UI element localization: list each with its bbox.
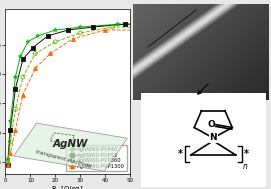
Point xyxy=(78,26,82,29)
Point xyxy=(8,128,12,131)
Point xyxy=(13,108,18,111)
Text: O: O xyxy=(208,120,215,129)
Point xyxy=(111,26,115,29)
Text: *: * xyxy=(244,149,249,159)
Point xyxy=(6,161,10,164)
Point xyxy=(6,163,10,167)
Point xyxy=(13,75,18,78)
Text: transparent electrode: transparent electrode xyxy=(35,149,92,169)
Point xyxy=(33,52,37,55)
Point xyxy=(26,40,30,43)
Point xyxy=(103,29,107,32)
Point xyxy=(21,75,25,78)
Point xyxy=(48,52,53,55)
Point xyxy=(13,87,18,90)
Point xyxy=(8,119,12,122)
Point xyxy=(8,152,12,155)
Text: n: n xyxy=(243,162,248,171)
Point xyxy=(91,26,95,29)
Point xyxy=(33,67,37,70)
Text: N: N xyxy=(209,133,217,143)
Point xyxy=(21,58,25,61)
Point xyxy=(6,158,10,161)
Point xyxy=(6,163,10,167)
Text: AgNW: AgNW xyxy=(53,139,88,149)
Point xyxy=(13,128,18,131)
Point xyxy=(8,140,12,143)
FancyBboxPatch shape xyxy=(138,91,268,189)
Legend: AgNW60-PVP40, AgNW60-PVP55, AgNW60-PVP360, AgNW60-PVP1300: AgNW60-PVP40, AgNW60-PVP55, AgNW60-PVP36… xyxy=(66,145,127,171)
Point xyxy=(18,55,22,58)
Point xyxy=(123,23,127,26)
Point xyxy=(21,93,25,96)
Point xyxy=(78,31,82,34)
Point xyxy=(31,46,35,49)
Polygon shape xyxy=(14,123,127,171)
Point xyxy=(36,34,40,37)
X-axis label: R$_s$ [Ω/sq]: R$_s$ [Ω/sq] xyxy=(51,184,84,189)
Point xyxy=(46,34,50,37)
Text: *: * xyxy=(178,149,183,159)
Point xyxy=(53,29,57,32)
Point xyxy=(70,37,75,40)
Point xyxy=(66,29,70,32)
Point xyxy=(53,40,57,43)
Point xyxy=(115,23,120,26)
